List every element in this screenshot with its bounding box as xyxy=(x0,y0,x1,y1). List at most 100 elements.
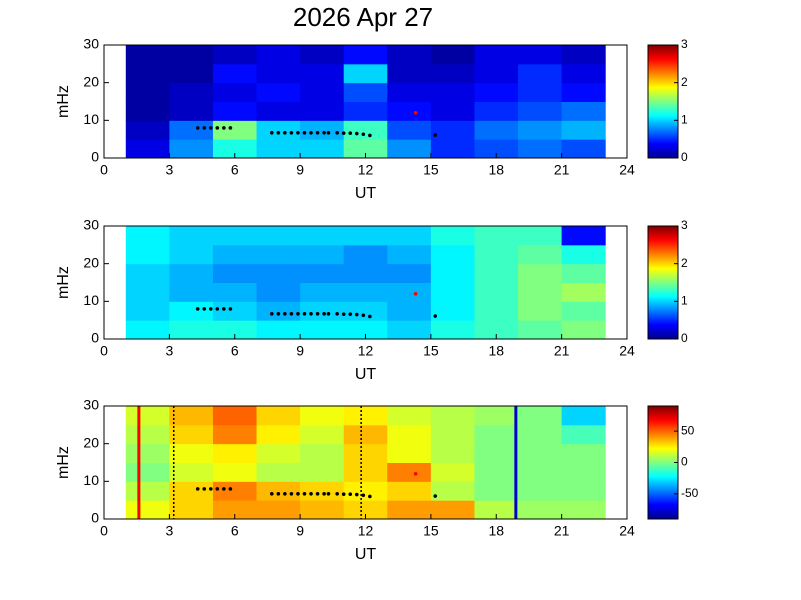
y-tick-label: 0 xyxy=(91,510,99,526)
heatmap-cell xyxy=(300,282,345,302)
point xyxy=(228,126,233,130)
heatmap-cell xyxy=(169,406,214,426)
heatmap-cell xyxy=(387,320,432,340)
heatmap-cell xyxy=(561,406,606,426)
heatmap-cell xyxy=(125,301,170,321)
point xyxy=(341,492,346,496)
heatmap-cell xyxy=(518,139,563,159)
heatmap-cell xyxy=(474,481,519,501)
point xyxy=(335,311,339,316)
heatmap-cell xyxy=(474,139,519,159)
heatmap-cell xyxy=(430,263,475,283)
y-tick-label: 20 xyxy=(83,434,99,450)
heatmap-cell xyxy=(518,263,563,283)
heatmap-cell xyxy=(212,45,258,65)
point xyxy=(222,126,226,130)
y-tick-label: 30 xyxy=(83,36,99,52)
heatmap-cell xyxy=(474,301,519,321)
point xyxy=(228,487,233,491)
heatmap-cell xyxy=(125,282,170,302)
point xyxy=(341,312,346,316)
heatmap-cell xyxy=(256,301,301,321)
heatmap-cell xyxy=(256,82,301,102)
heatmap-cell xyxy=(125,320,170,340)
point xyxy=(433,314,438,318)
x-tick-label: 15 xyxy=(423,162,439,178)
heatmap-cell xyxy=(169,282,214,302)
colorbar-tick-label: 2 xyxy=(681,75,688,89)
point xyxy=(361,132,366,137)
heatmap-cell xyxy=(169,244,214,265)
point xyxy=(368,494,372,499)
heatmap-cell xyxy=(125,120,170,140)
heatmap-cell xyxy=(387,406,432,426)
heatmap-cell xyxy=(518,244,563,265)
point xyxy=(315,491,320,496)
heatmap-cell xyxy=(169,226,214,246)
point xyxy=(335,491,339,496)
y-tick-label: 20 xyxy=(83,254,99,270)
heatmap-cell xyxy=(474,443,519,463)
heatmap-cell xyxy=(430,45,475,65)
heatmap-cell xyxy=(343,226,388,246)
heatmap-cell xyxy=(387,462,432,482)
heatmap-cell xyxy=(169,481,214,501)
heatmap-cell xyxy=(343,120,388,140)
heatmap-cell xyxy=(430,82,475,102)
heatmap-cell xyxy=(387,500,432,520)
heatmap-cell xyxy=(256,462,301,482)
x-tick-label: 12 xyxy=(358,343,374,359)
heatmap-cell xyxy=(387,101,432,121)
heatmap-cell xyxy=(518,82,563,102)
point xyxy=(269,311,274,316)
colorbar-tick-label: 50 xyxy=(681,423,695,437)
heatmap-cell xyxy=(125,63,170,84)
heatmap-cell xyxy=(125,139,170,159)
point xyxy=(215,126,220,130)
heatmap-cell xyxy=(125,424,170,445)
y-axis-label: mHz xyxy=(55,446,72,479)
point xyxy=(289,491,294,496)
heatmap-cell xyxy=(474,226,519,246)
point xyxy=(276,491,281,496)
colorbar-tick-label: 0 xyxy=(681,331,688,345)
point xyxy=(289,311,294,316)
x-tick-label: 24 xyxy=(619,523,635,539)
point xyxy=(222,487,226,491)
heatmap-cell xyxy=(169,101,214,121)
colorbar-tick-label: 1 xyxy=(681,294,688,308)
point xyxy=(269,130,274,135)
heatmap-cell xyxy=(212,301,258,321)
heatmap-cell xyxy=(125,101,170,121)
heatmap-cell xyxy=(387,282,432,302)
heatmap-cell xyxy=(300,320,345,340)
heatmap-cell xyxy=(256,244,301,265)
x-tick-label: 3 xyxy=(165,162,173,178)
heatmap-cell xyxy=(561,63,606,84)
heatmap-cell xyxy=(561,82,606,102)
point xyxy=(326,130,331,135)
x-tick-label: 21 xyxy=(554,343,570,359)
heatmap-cell xyxy=(212,226,258,246)
heatmap-cell xyxy=(430,101,475,121)
heatmap-cell xyxy=(125,82,170,102)
heatmap-cell xyxy=(300,424,345,445)
heatmap-cell xyxy=(300,244,345,265)
heatmap-cell xyxy=(125,500,170,520)
x-tick-label: 6 xyxy=(231,343,239,359)
heatmap-cell xyxy=(343,301,388,321)
point xyxy=(283,130,287,135)
heatmap-cell xyxy=(212,82,258,102)
y-axis-label: mHz xyxy=(55,266,72,299)
heatmap-cell xyxy=(387,424,432,445)
heatmap-cell xyxy=(256,443,301,463)
x-tick-label: 15 xyxy=(423,523,439,539)
heatmap-cell xyxy=(169,63,214,84)
heatmap-cell xyxy=(518,481,563,501)
heatmap-cell xyxy=(212,63,258,84)
heatmap-cell xyxy=(256,120,301,140)
point xyxy=(195,487,200,491)
colorbar-tick-label: 1 xyxy=(681,113,688,127)
point xyxy=(283,311,287,316)
